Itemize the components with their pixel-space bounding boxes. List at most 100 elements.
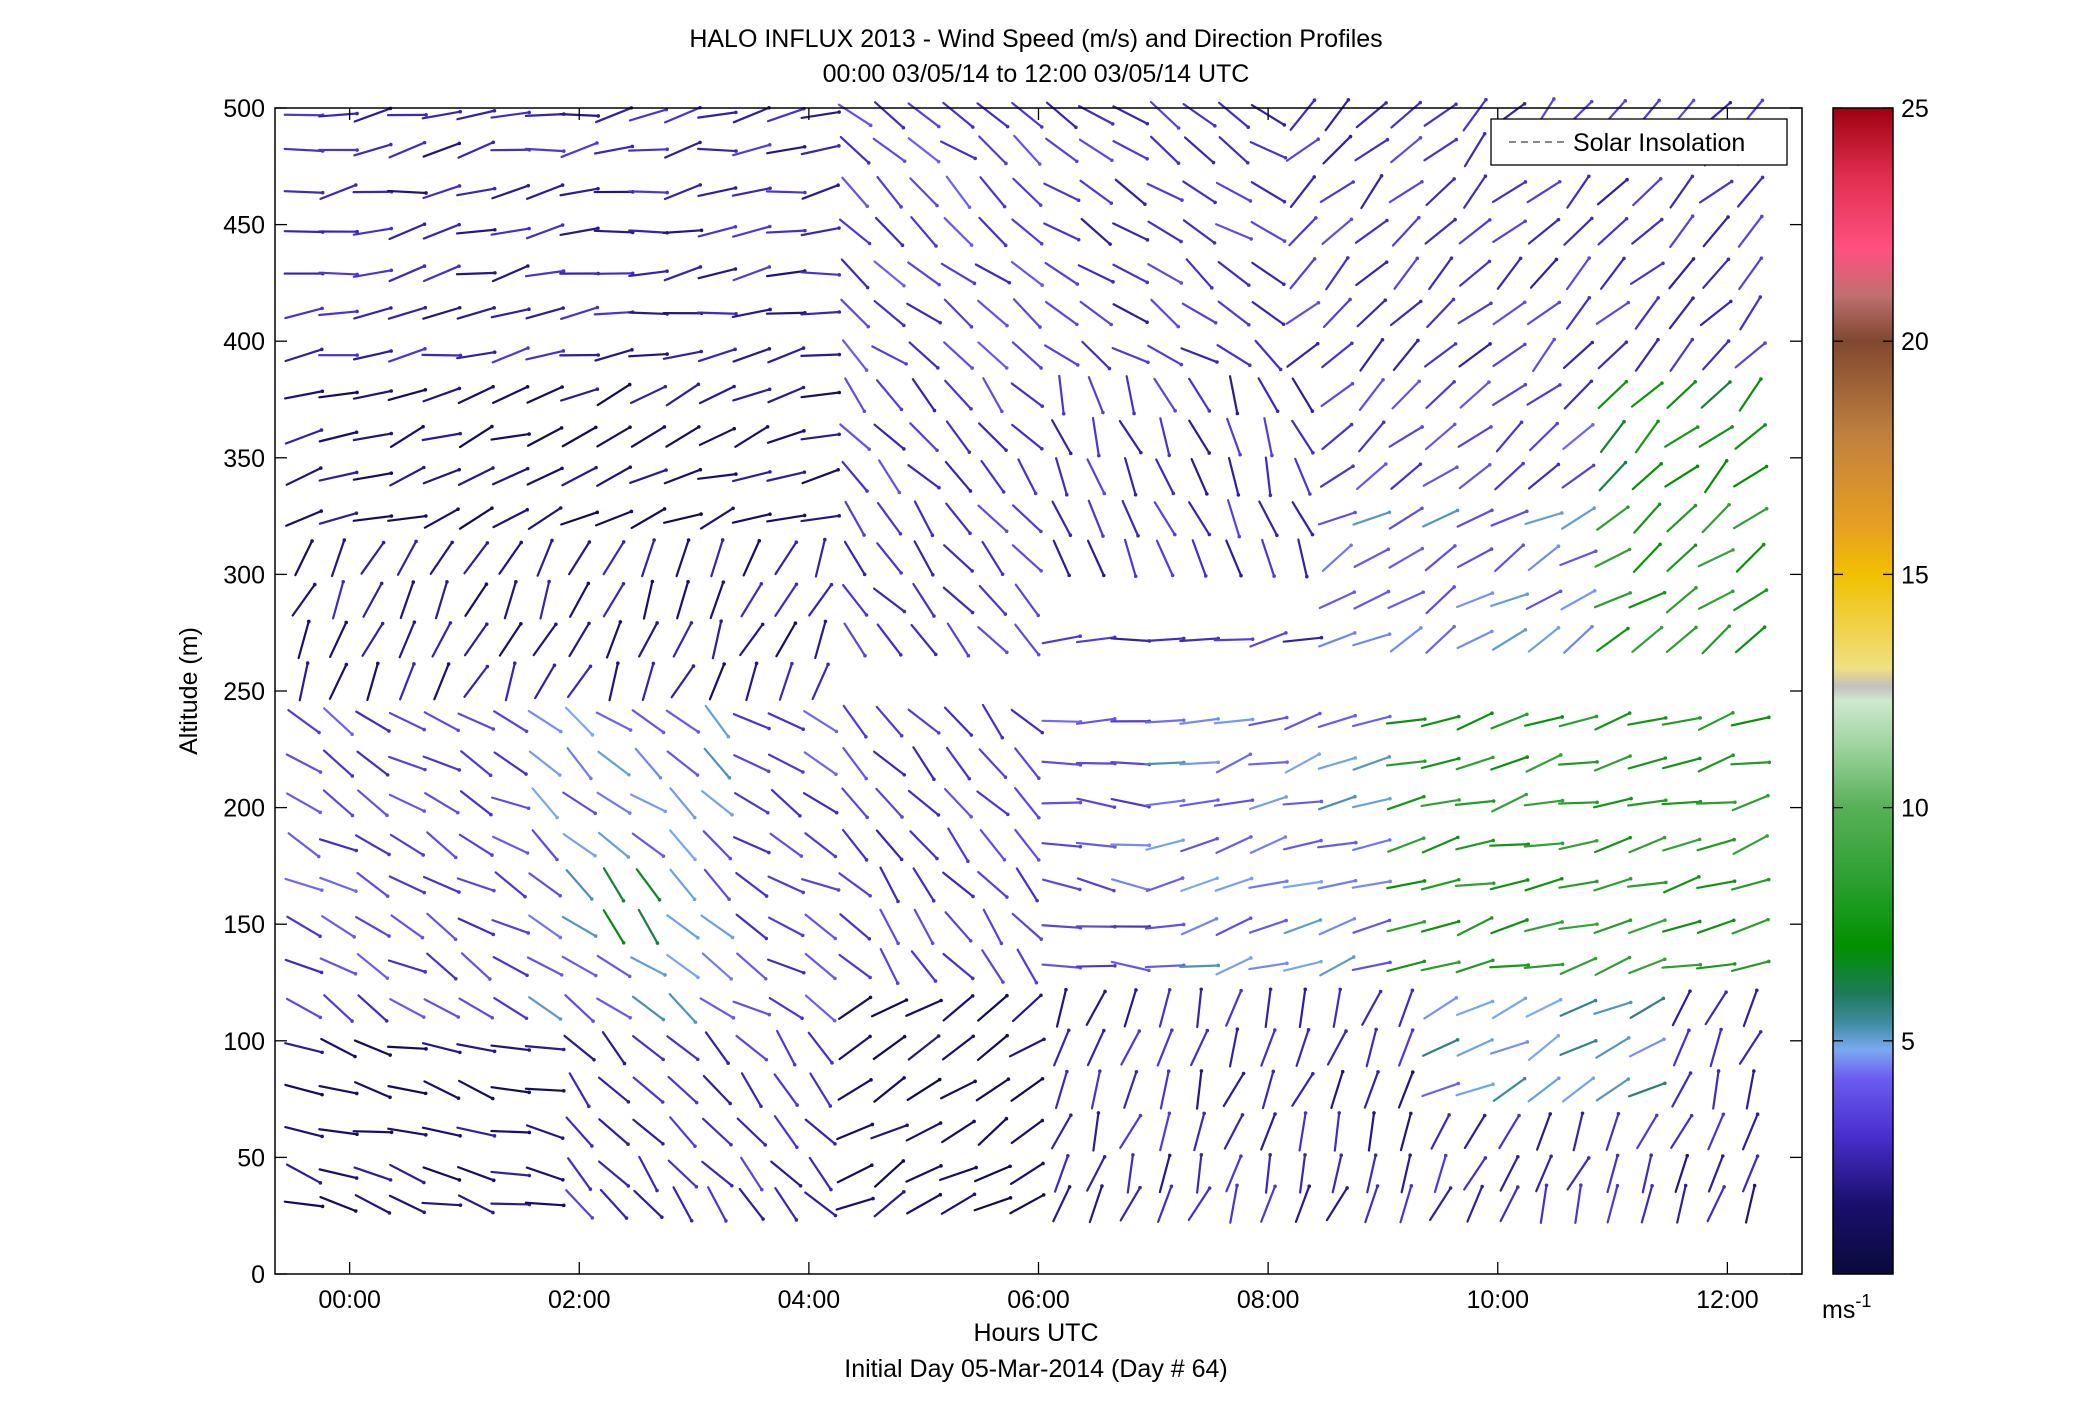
wind-vector: [1462, 98, 1488, 132]
wind-vector-head: [721, 580, 726, 584]
wind-vector: [1463, 1156, 1487, 1191]
wind-vector-head: [937, 485, 941, 490]
wind-vector-head: [525, 466, 530, 471]
wind-vector-head: [1065, 1069, 1069, 1074]
wind-vector-head: [1730, 589, 1735, 594]
wind-vector: [1112, 105, 1149, 125]
wind-vector: [1226, 417, 1242, 456]
wind-vector-head: [1344, 1029, 1348, 1033]
wind-vector: [1734, 626, 1766, 654]
wind-vector: [1079, 300, 1113, 326]
wind-vector-head: [661, 1057, 665, 1062]
wind-vector: [1251, 301, 1285, 326]
wind-vector-head: [1075, 322, 1079, 327]
wind-vector: [1325, 256, 1349, 291]
wind-vector-head: [1319, 959, 1323, 964]
wind-vector-head: [1525, 918, 1529, 922]
wind-vector: [944, 460, 972, 493]
wind-vector: [1041, 719, 1082, 723]
wind-vector: [1628, 919, 1666, 935]
wind-vector-head: [1246, 322, 1251, 327]
wind-vector: [1112, 222, 1149, 241]
wind-vector: [1730, 716, 1770, 727]
wind-vector: [732, 1000, 771, 1016]
wind-vector-head: [1722, 1185, 1726, 1189]
wind-vector: [1595, 1078, 1630, 1102]
wind-vector-head: [1627, 955, 1632, 960]
wind-vector-head: [1040, 446, 1044, 451]
wind-vector: [561, 466, 598, 487]
wind-vector: [463, 665, 489, 698]
wind-vector: [1696, 919, 1735, 934]
wind-vector-head: [1767, 760, 1772, 765]
wind-vector: [662, 350, 703, 360]
wind-vector-head: [1112, 805, 1117, 809]
wind-vector-head: [1236, 493, 1241, 497]
wind-vector: [1215, 181, 1252, 203]
wind-vector-head: [727, 775, 732, 780]
wind-vector: [669, 1116, 697, 1148]
wind-vector-head: [458, 1203, 463, 1207]
wind-vector: [1492, 301, 1526, 326]
wind-vector: [1355, 261, 1388, 287]
wind-vector: [490, 1170, 531, 1177]
wind-vector-head: [1308, 492, 1312, 496]
wind-vector-head: [387, 1211, 392, 1215]
wind-vector: [800, 144, 840, 156]
wind-vector: [1216, 344, 1251, 367]
wind-vector: [460, 750, 492, 777]
wind-vector-head: [1623, 99, 1628, 103]
wind-vector: [840, 298, 870, 328]
wind-vector: [1009, 1162, 1045, 1186]
wind-vector-head: [1523, 219, 1527, 224]
wind-vector: [498, 541, 523, 575]
wind-vector-head: [1040, 1076, 1045, 1081]
wind-vector: [490, 432, 531, 441]
wind-vector: [1366, 1154, 1377, 1194]
wind-vector: [1041, 842, 1082, 848]
wind-vector: [663, 265, 702, 282]
wind-vector: [1526, 301, 1561, 326]
wind-vector-head: [492, 108, 497, 113]
wind-vector-head: [1456, 756, 1461, 761]
wind-vector: [1225, 1155, 1243, 1193]
wind-vector: [422, 223, 461, 240]
wind-vector-head: [768, 470, 772, 474]
wind-vector-head: [803, 228, 807, 233]
wind-vector: [634, 747, 662, 779]
wind-vector: [528, 914, 562, 939]
wind-vector-head: [1181, 798, 1186, 803]
wind-vector-head: [595, 305, 600, 310]
wind-vector-head: [1726, 257, 1731, 262]
wind-vector: [1699, 300, 1732, 327]
wind-vector-head: [1490, 508, 1494, 513]
wind-vector-head: [696, 975, 700, 980]
wind-vector-head: [1285, 879, 1289, 884]
wind-vector-head: [1449, 256, 1454, 260]
wind-vector: [352, 472, 393, 481]
wind-vector: [1087, 376, 1105, 414]
wind-vector: [1669, 175, 1694, 209]
wind-vector-head: [973, 156, 977, 161]
wind-vector-head: [590, 1216, 595, 1220]
wind-vector: [1565, 257, 1591, 291]
wind-vector-head: [457, 305, 462, 310]
wind-vector: [560, 141, 599, 159]
wind-vector: [1110, 843, 1151, 847]
wind-vector: [564, 706, 594, 737]
wind-vector-head: [1207, 409, 1212, 413]
wind-vector-head: [967, 205, 972, 209]
wind-vector: [940, 1193, 976, 1215]
wind-vector-head: [1167, 1111, 1172, 1116]
wind-vector: [1321, 342, 1353, 369]
wind-vector: [1284, 753, 1321, 774]
wind-vector-head: [1312, 175, 1317, 179]
wind-vector: [1352, 838, 1391, 852]
wind-vector: [1324, 98, 1350, 132]
wind-vector: [732, 143, 771, 157]
wind-vector: [422, 142, 461, 158]
wind-vector-head: [898, 531, 903, 536]
wind-vector: [1125, 375, 1136, 415]
wind-vector-head: [1766, 917, 1770, 922]
wind-vector: [559, 227, 600, 237]
